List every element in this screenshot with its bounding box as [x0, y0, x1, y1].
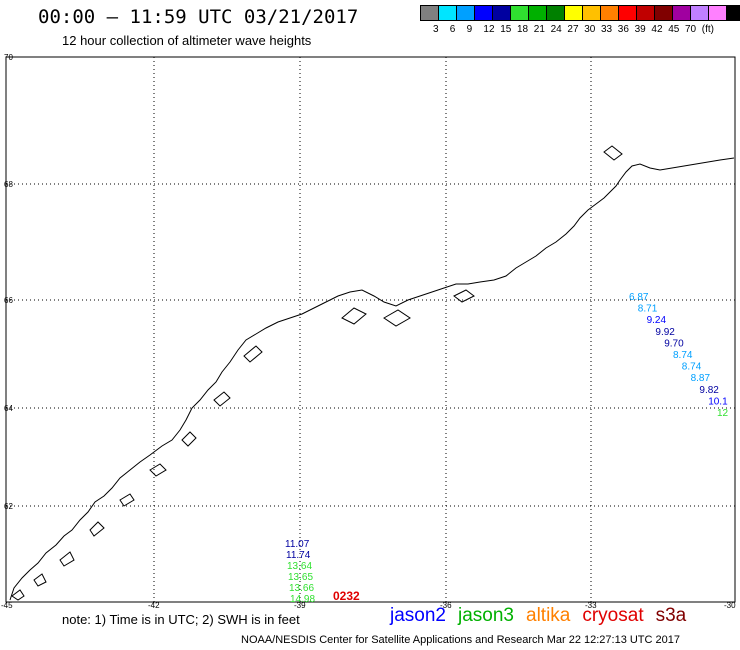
wave-height-label: 13.65 [288, 572, 313, 583]
legend-label: 33 [601, 24, 613, 35]
lat-label: 70 [4, 53, 13, 62]
footer-note: note: 1) Time is in UTC; 2) SWH is in fe… [62, 612, 300, 627]
lon-label: -45 [1, 601, 13, 610]
latitude-labels: 70 68 66 64 62 [4, 53, 13, 511]
lat-label: 68 [4, 180, 13, 189]
wave-height-label: 9.24 [647, 315, 667, 326]
legend-label: 45 [668, 24, 680, 35]
wave-height-label: 13.64 [287, 561, 312, 572]
longitude-labels: -45 -42 -39 -36 -33 -30 [1, 601, 736, 610]
legend-label: 36 [617, 24, 629, 35]
lon-label: -33 [585, 601, 597, 610]
wave-height-label: 6.87 [629, 292, 649, 303]
legend-label: 39 [634, 24, 646, 35]
legend-label: 9 [466, 24, 473, 35]
pass-time-stamp: 0232 [333, 589, 360, 603]
wave-height-label: 11.07 [285, 539, 310, 550]
map-gridlines [6, 57, 735, 602]
lon-label: -42 [148, 601, 160, 610]
wave-height-label: 10.1 [708, 396, 728, 407]
legend-label: 15 [500, 24, 512, 35]
wave-height-label: 14.98 [290, 594, 315, 605]
legend-label: 21 [533, 24, 545, 35]
wave-height-label: 8.87 [691, 373, 711, 384]
satellite-label-s3a: s3a [655, 605, 687, 626]
lon-label: -36 [440, 601, 452, 610]
legend-swatch [726, 5, 740, 21]
legend-label: 12 [483, 24, 495, 35]
lon-label: -39 [294, 601, 306, 610]
legend-label: 42 [651, 24, 663, 35]
lat-label: 66 [4, 296, 13, 305]
legend-swatches [420, 5, 740, 21]
wave-points-east: 6.878.719.249.929.708.748.748.879.8210.1… [629, 292, 729, 419]
greenland-coastline [9, 157, 735, 601]
legend-labels: 3 6 9 12 15 18 21 24 27 30 33 36 39 42 45 70 (ft) [421, 21, 740, 35]
wave-height-label: 9.82 [699, 385, 719, 396]
wave-height-label: 8.74 [682, 362, 702, 373]
map-frame [5, 56, 736, 603]
wave-height-label: 9.92 [655, 327, 675, 338]
legend-label: 18 [517, 24, 529, 35]
satellite-label-altika: altika [526, 605, 571, 626]
satellite-label-cryosat: cryosat [582, 605, 644, 626]
map-title: 00:00 – 11:59 UTC 03/21/2017 [38, 6, 359, 28]
satellite-legend: jason2 jason3 altika cryosat s3a [390, 605, 698, 627]
color-legend: 3 6 9 12 15 18 21 24 27 30 33 36 39 42 45 70 (ft) [420, 5, 740, 35]
lat-label: 62 [4, 502, 13, 511]
satellite-label-jason3: jason3 [458, 605, 514, 626]
wave-height-label: 13.66 [289, 583, 314, 594]
legend-label: 30 [584, 24, 596, 35]
legend-label: 6 [449, 24, 456, 35]
wave-height-label: 9.70 [664, 338, 684, 349]
wave-height-label: 8.71 [638, 304, 658, 315]
map-subtitle: 12 hour collection of altimeter wave hei… [62, 33, 312, 48]
footer-credit: NOAA/NESDIS Center for Satellite Applica… [241, 634, 681, 646]
lat-label: 64 [4, 404, 13, 413]
legend-unit: (ft) [701, 24, 715, 35]
legend-label: 27 [567, 24, 579, 35]
legend-label: 70 [685, 24, 697, 35]
lon-label: -30 [724, 601, 736, 610]
greenland-coastline-islands [11, 145, 623, 601]
wave-height-label: 11.74 [286, 550, 311, 561]
legend-label: 24 [550, 24, 562, 35]
legend-label: 3 [433, 24, 439, 35]
wave-height-label: 12 [717, 408, 729, 419]
satellite-label-jason2: jason2 [390, 605, 446, 626]
wave-height-label: 8.74 [673, 350, 693, 361]
